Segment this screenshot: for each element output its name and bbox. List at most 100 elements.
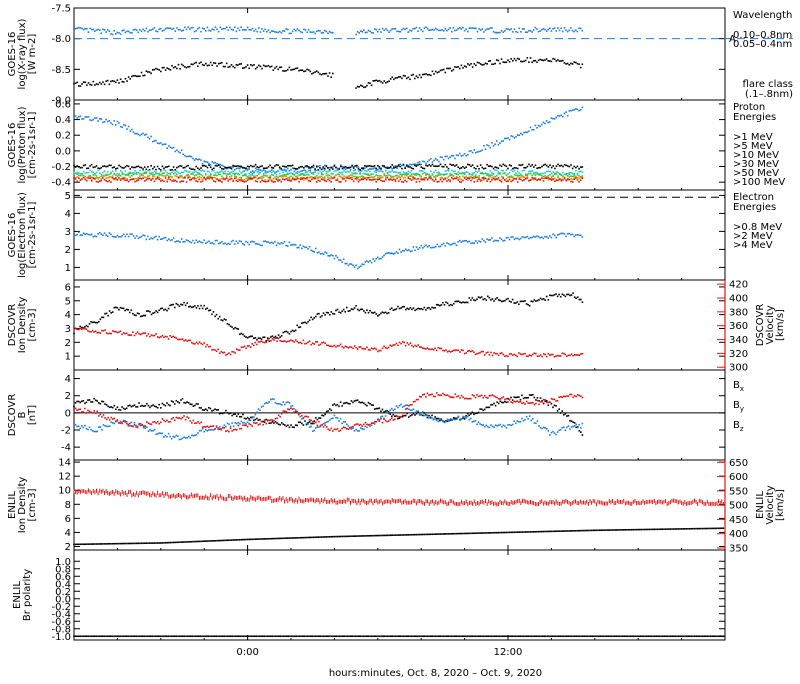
data-point: [362, 308, 364, 310]
data-point: [99, 177, 101, 179]
data-point: [234, 422, 236, 424]
data-point: [393, 166, 395, 168]
data-point: [139, 175, 141, 177]
data-point: [346, 176, 348, 178]
data-point: [543, 28, 545, 30]
data-point: [523, 132, 525, 134]
data-point: [549, 174, 551, 176]
data-point: [461, 181, 463, 183]
data-point: [577, 109, 579, 111]
data-point: [121, 30, 123, 32]
data-point: [375, 80, 377, 82]
data-point: [236, 423, 238, 425]
data-point: [191, 541, 193, 543]
data-point: [414, 412, 416, 414]
data-point: [480, 241, 482, 243]
data-point: [126, 423, 128, 425]
data-point: [334, 177, 336, 179]
data-point: [509, 29, 511, 31]
data-point: [200, 61, 202, 63]
data-point: [467, 350, 469, 352]
right-axis-label: DSCOVRVelocity[km/s]: [755, 304, 786, 347]
data-point: [298, 247, 300, 249]
data-point: [216, 425, 218, 427]
data-point: [234, 413, 236, 415]
data-point: [107, 174, 109, 176]
data-point: [414, 414, 416, 416]
data-point: [310, 423, 312, 425]
data-point: [366, 405, 368, 407]
data-point: [444, 422, 446, 424]
data-point: [267, 402, 269, 404]
data-point: [107, 417, 109, 419]
data-point: [176, 27, 178, 29]
data-point: [255, 167, 257, 169]
data-point: [210, 30, 212, 32]
data-point: [124, 333, 126, 335]
data-point: [438, 171, 440, 173]
data-point: [363, 29, 365, 31]
data-point: [318, 251, 320, 253]
data-point: [411, 404, 413, 406]
data-point: [239, 177, 241, 179]
data-point: [386, 348, 388, 350]
data-point: [499, 165, 501, 167]
data-point: [567, 173, 569, 175]
data-point: [189, 167, 191, 169]
data-point: [239, 179, 241, 181]
data-point: [382, 311, 384, 313]
data-point: [115, 331, 117, 333]
data-point: [210, 309, 212, 311]
data-point: [179, 339, 181, 341]
data-point: [499, 180, 501, 182]
data-point: [521, 395, 523, 397]
data-point: [486, 28, 488, 30]
y-axis-label-line: [nT]: [27, 405, 38, 425]
data-point: [202, 426, 204, 428]
data-point: [401, 165, 403, 167]
data-point: [341, 310, 343, 312]
data-point: [217, 429, 219, 431]
data-point: [340, 344, 342, 346]
data-point: [282, 423, 284, 425]
data-point: [102, 166, 104, 168]
data-point: [84, 326, 86, 328]
data-point: [491, 142, 493, 144]
data-point: [330, 178, 332, 180]
data-point: [430, 170, 432, 172]
data-point: [221, 241, 223, 243]
data-point: [504, 401, 506, 403]
data-point: [176, 435, 178, 437]
data-point: [158, 337, 160, 339]
data-point: [541, 124, 543, 126]
data-point: [86, 233, 88, 235]
data-point: [134, 543, 136, 545]
data-point: [104, 121, 106, 123]
data-point: [345, 171, 347, 173]
data-point: [403, 306, 405, 308]
y-tick-label: 6: [65, 514, 71, 525]
data-point: [81, 234, 83, 236]
data-point: [472, 66, 474, 68]
data-point: [308, 177, 310, 179]
data-point: [89, 543, 91, 545]
data-point: [566, 426, 568, 428]
data-point: [113, 236, 115, 238]
data-point: [332, 404, 334, 406]
data-point: [363, 87, 365, 89]
data-point: [441, 181, 443, 183]
series-dscovr_mag-2: [73, 392, 583, 432]
data-point: [509, 139, 511, 141]
data-point: [340, 401, 342, 403]
data-point: [499, 142, 501, 144]
data-point: [137, 134, 139, 136]
data-point: [436, 392, 438, 394]
data-point: [496, 32, 498, 34]
data-point: [445, 421, 447, 423]
data-point: [200, 177, 202, 179]
data-point: [284, 537, 286, 539]
data-point: [394, 344, 396, 346]
data-point: [123, 124, 125, 126]
data-point: [293, 68, 295, 70]
series-xray-0: [73, 26, 583, 35]
